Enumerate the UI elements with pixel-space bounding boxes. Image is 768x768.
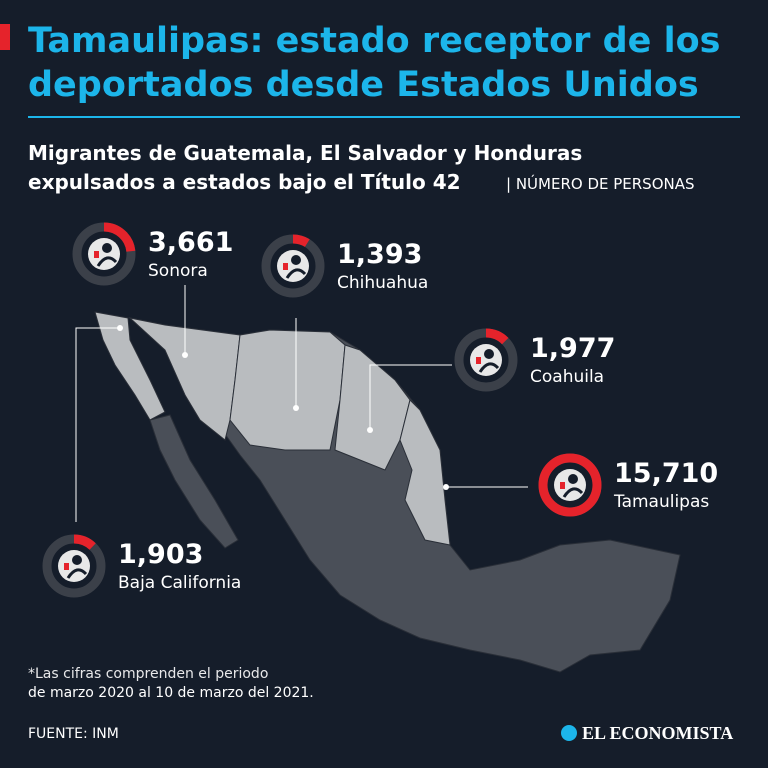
tamaulipas-state <box>399 399 451 546</box>
leader-dot <box>117 325 123 331</box>
value-label: 1,393 <box>337 239 422 270</box>
donut-arc <box>261 234 325 298</box>
category-label: Coahuila <box>530 367 604 387</box>
leader-dot <box>182 352 188 358</box>
brand-logo <box>561 725 577 741</box>
icon-head <box>484 349 494 359</box>
icon-card <box>283 263 288 270</box>
subtitle: expulsados a estados bajo el Título 42 <box>28 170 461 194</box>
category-label: Tamaulipas <box>613 492 709 512</box>
leader-dot <box>293 405 299 411</box>
donut-arc <box>72 222 136 286</box>
donut-arc <box>454 328 518 392</box>
leader-line <box>369 364 452 430</box>
brand: EL ECONOMISTA <box>582 723 733 743</box>
icon-body <box>285 268 307 279</box>
map <box>94 311 681 673</box>
accent-bar <box>0 24 10 50</box>
icon-body <box>96 256 118 267</box>
icon-body <box>66 568 88 579</box>
donuts: 3,661 Sonora 1,393 Chihuahua 1,977 Coahuila 15… <box>42 222 718 598</box>
icon-card <box>476 357 481 364</box>
title: deportados desde Estados Unidos <box>28 65 699 105</box>
icon-bg <box>58 550 90 582</box>
icon-body <box>478 362 500 373</box>
unit-label: | NÚMERO DE PERSONAS <box>506 174 695 193</box>
chihuahua-state <box>229 329 346 451</box>
icon-head <box>72 555 82 565</box>
leaders <box>75 285 528 522</box>
donut-arc <box>538 453 602 517</box>
leader-dot <box>443 484 449 490</box>
icon-head <box>102 243 112 253</box>
icon-bg <box>470 344 502 376</box>
value-label: 1,977 <box>530 333 615 364</box>
subtitle: Migrantes de Guatemala, El Salvador y Ho… <box>28 141 582 165</box>
leader-dots <box>117 325 449 490</box>
icon-body <box>562 487 584 498</box>
icon-bg <box>277 250 309 282</box>
sonora-state <box>128 317 241 441</box>
icon-bg <box>88 238 120 270</box>
footnote: de marzo 2020 al 10 de marzo del 2021. <box>28 685 314 701</box>
icon-bg <box>554 469 586 501</box>
footnote: *Las cifras comprenden el periodo <box>28 666 268 682</box>
value-label: 3,661 <box>148 227 233 258</box>
baja-sur <box>149 414 239 549</box>
category-label: Baja California <box>118 573 241 593</box>
donut-arc <box>42 534 106 598</box>
title: Tamaulipas: estado receptor de los <box>28 21 720 61</box>
icon-head <box>291 255 301 265</box>
icon-card <box>94 251 99 258</box>
value-label: 15,710 <box>614 458 718 489</box>
leader-dot <box>367 427 373 433</box>
icon-head <box>568 474 578 484</box>
category-label: Chihuahua <box>337 273 428 293</box>
icon-card <box>64 563 69 570</box>
source: FUENTE: INM <box>28 726 119 742</box>
value-label: 1,903 <box>118 539 203 570</box>
category-label: Sonora <box>148 261 208 281</box>
leader-line <box>75 327 120 522</box>
icon-card <box>560 482 565 489</box>
baja-california <box>94 311 166 421</box>
